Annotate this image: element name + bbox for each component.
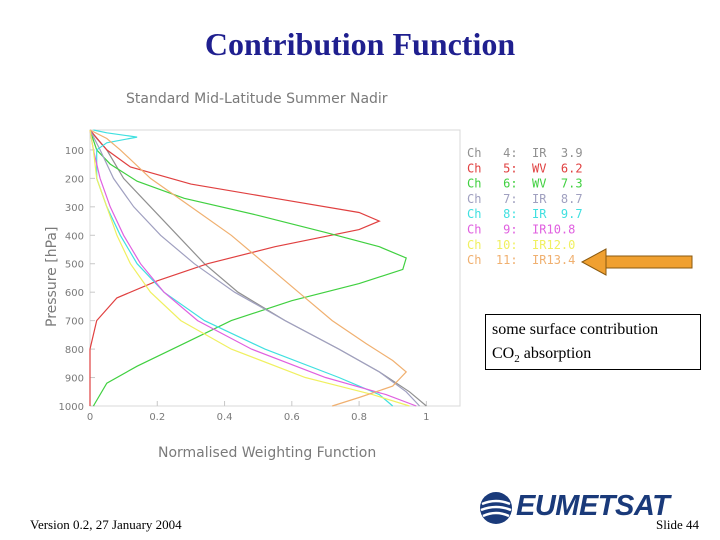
y-tick-label: 900 xyxy=(65,374,84,385)
annotation-box: some surface contribution CO2 absorption xyxy=(485,314,701,370)
annotation-absorption-text: absorption xyxy=(519,345,592,362)
x-tick-label: 0.4 xyxy=(217,412,233,423)
x-tick-label: 1 xyxy=(423,412,429,423)
legend-item: Ch 5: WV 6.2 xyxy=(467,161,583,175)
y-tick-label: 700 xyxy=(65,317,84,328)
y-tick-label: 800 xyxy=(65,345,84,356)
x-tick-label: 0.6 xyxy=(284,412,300,423)
series-line-6 xyxy=(89,129,417,407)
x-axis-label: Normalised Weighting Function xyxy=(158,445,376,461)
plot-frame xyxy=(89,129,461,407)
y-tick-label: 1000 xyxy=(59,402,84,413)
annotation-line2: CO2 absorption xyxy=(492,342,700,371)
legend-item: Ch 4: IR 3.9 xyxy=(467,146,583,160)
y-tick-label: 300 xyxy=(65,203,84,214)
series-line-2 xyxy=(89,129,381,406)
x-tick-label: 0.2 xyxy=(149,412,165,423)
series-line-3 xyxy=(89,129,407,407)
globe-icon xyxy=(480,492,512,524)
series-line-8 xyxy=(89,129,408,407)
annotation-subscript: 2 xyxy=(514,353,520,366)
y-tick-label: 600 xyxy=(65,288,84,299)
legend-item: Ch 6: WV 7.3 xyxy=(467,177,583,191)
annotation-arrow xyxy=(580,248,693,276)
footer-slide-number: Slide 44 xyxy=(656,517,699,532)
y-tick-label: 100 xyxy=(65,146,84,157)
legend-item: Ch 7: IR 8.7 xyxy=(467,192,583,206)
series-line-7 xyxy=(89,129,410,407)
legend-item: Ch 11: IR13.4 xyxy=(467,253,575,267)
chart-title: Standard Mid-Latitude Summer Nadir xyxy=(126,91,388,107)
annotation-co-text: CO xyxy=(492,345,515,362)
series-line-4 xyxy=(89,129,421,407)
y-axis-label: Pressure [hPa] xyxy=(44,227,60,327)
slide-title: Contribution Function xyxy=(204,26,516,62)
annotation-line1: some surface contribution xyxy=(492,321,659,338)
x-axis-ticks: 0 0.2 0.4 0.6 0.8 1 xyxy=(87,401,430,423)
legend-item: Ch 8: IR 9.7 xyxy=(467,207,583,221)
legend: Ch 4: IR 3.9Ch 5: WV 6.2 Ch 6: WV 7.3Ch 7… xyxy=(467,146,583,267)
y-tick-label: 500 xyxy=(65,260,84,271)
y-tick-label: 200 xyxy=(65,174,84,185)
x-tick-label: 0.8 xyxy=(351,412,367,423)
series-lines xyxy=(89,129,427,407)
legend-item: Ch 10: IR12.0 xyxy=(467,238,575,252)
logo-text: EUMETSAT xyxy=(516,490,670,522)
arrow-shaft xyxy=(603,255,693,269)
arrow-head xyxy=(580,248,607,276)
eumetsat-logo: EUMETSAT xyxy=(478,488,678,528)
footer-version: Version 0.2, 27 January 2004 xyxy=(30,517,182,532)
series-line-5 xyxy=(93,129,394,407)
y-tick-label: 400 xyxy=(65,231,84,242)
legend-item: Ch 9: IR10.8 xyxy=(467,223,575,237)
x-tick-label: 0 xyxy=(87,412,93,423)
y-axis-ticks: 100 200 300 400 500 600 700 800 900 1000 xyxy=(59,146,95,413)
